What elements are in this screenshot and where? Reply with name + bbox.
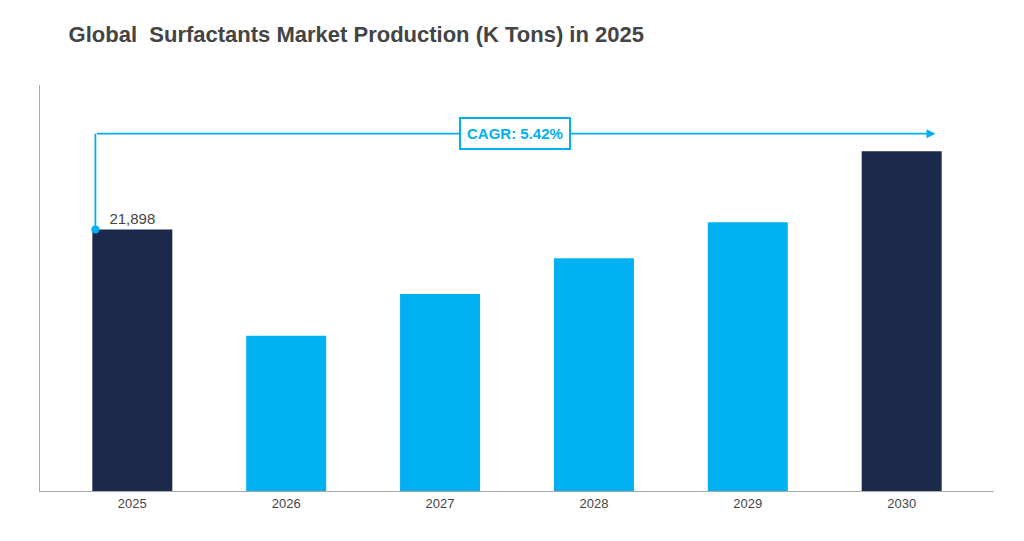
svg-text:2030: 2030 [887, 496, 916, 511]
svg-text:21,898: 21,898 [109, 210, 155, 227]
svg-text:2025: 2025 [118, 496, 147, 511]
svg-text:CAGR: 5.42%: CAGR: 5.42% [467, 125, 563, 142]
svg-text:2026: 2026 [272, 496, 301, 511]
svg-text:2027: 2027 [426, 496, 455, 511]
svg-text:2029: 2029 [733, 496, 762, 511]
svg-text:Global Surfactants Market Pro: Global Surfactants Market Production (K … [69, 22, 644, 47]
svg-text:2028: 2028 [579, 496, 608, 511]
